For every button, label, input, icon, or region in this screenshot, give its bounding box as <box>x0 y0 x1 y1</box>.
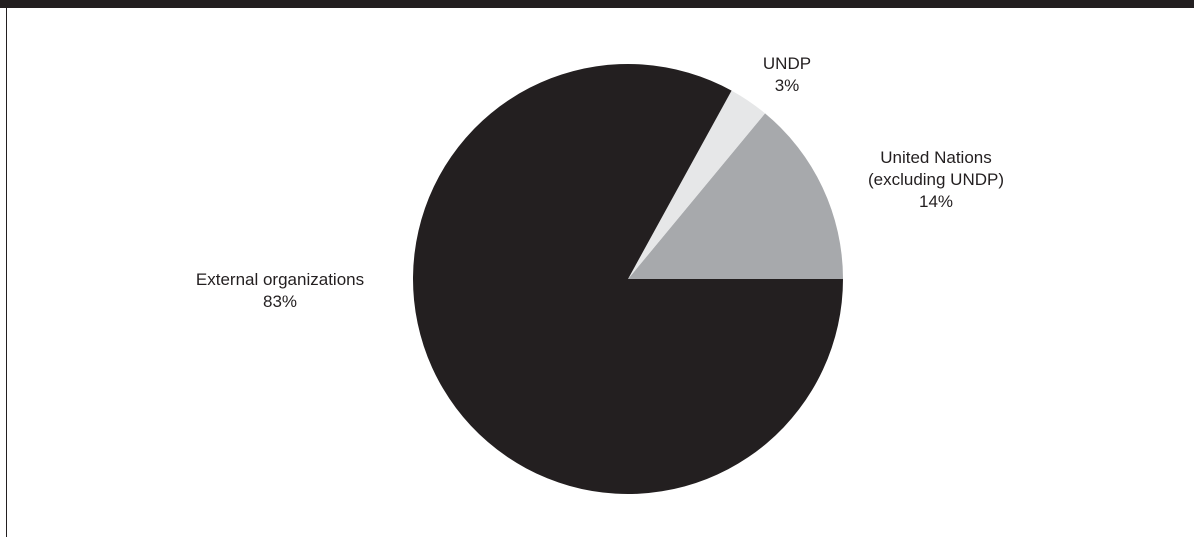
pie-slices <box>412 63 843 494</box>
slice-percent-label: 14% <box>919 192 953 211</box>
pie-slice-external-organizations <box>412 63 843 494</box>
slice-name-label: United Nations <box>880 148 992 167</box>
pie-slice-undp <box>628 90 766 279</box>
slice-percent-label: 83% <box>263 292 297 311</box>
slice-name-label: (excluding UNDP) <box>868 170 1004 189</box>
header-bar <box>0 0 1194 8</box>
slice-name-label: UNDP <box>763 54 811 73</box>
pie-labels: United Nations (excluding UNDP) 14% UNDP 3% E… <box>196 54 1004 311</box>
pie-slice-united-nations-excluding-undp <box>628 113 843 279</box>
left-frame-line <box>6 8 7 537</box>
slice-name-label: External organizations <box>196 270 364 289</box>
slice-percent-label: 3% <box>775 76 800 95</box>
